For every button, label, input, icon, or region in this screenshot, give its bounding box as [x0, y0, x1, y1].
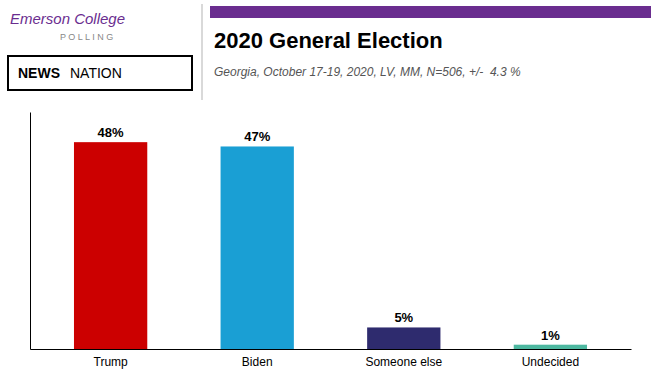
title: 2020 General Election [214, 28, 443, 53]
network-box [8, 56, 192, 90]
bar [514, 345, 587, 349]
subtitle: Georgia, October 17-19, 2020, LV, MM, N=… [214, 65, 521, 79]
header: Emerson College P O L L I N G NEWS NATION 20… [8, 4, 651, 100]
x-tick-label: Someone else [365, 355, 442, 369]
x-axis: Trump Biden Someone else Undecided [31, 350, 632, 369]
brand-text: Emerson College [10, 10, 125, 27]
x-tick: Undecided [522, 355, 579, 369]
network-text: NEWS [18, 65, 60, 81]
x-tick-label: Undecided [522, 355, 579, 369]
bar [74, 142, 147, 349]
x-tick-label: Biden [242, 355, 273, 369]
data-label: 1% [541, 328, 560, 343]
chart-root: Emerson College P O L L I N G NEWS NATION 20… [0, 0, 651, 379]
brand-subtext: P O L L I N G [60, 32, 113, 42]
y-axis [30, 113, 31, 350]
x-tick: Trump [94, 355, 129, 369]
bars [74, 142, 587, 349]
plot: 48% 47% 5% 1% Trump Biden Someone else Undecide… [31, 113, 632, 369]
x-axis-line [31, 349, 632, 350]
x-tick: Someone else [365, 355, 442, 369]
x-tick-label: Trump [94, 355, 129, 369]
bar [367, 327, 440, 349]
data-label: 47% [244, 129, 270, 144]
data-label: 48% [98, 125, 124, 140]
data-label: 5% [394, 310, 413, 325]
divider [201, 4, 203, 100]
y-axis-line [30, 113, 31, 350]
bar [221, 146, 294, 349]
x-tick: Biden [242, 355, 273, 369]
header-bar [210, 6, 651, 18]
network-text: NATION [70, 65, 122, 81]
data-labels: 48% 47% 5% 1% [98, 125, 561, 343]
